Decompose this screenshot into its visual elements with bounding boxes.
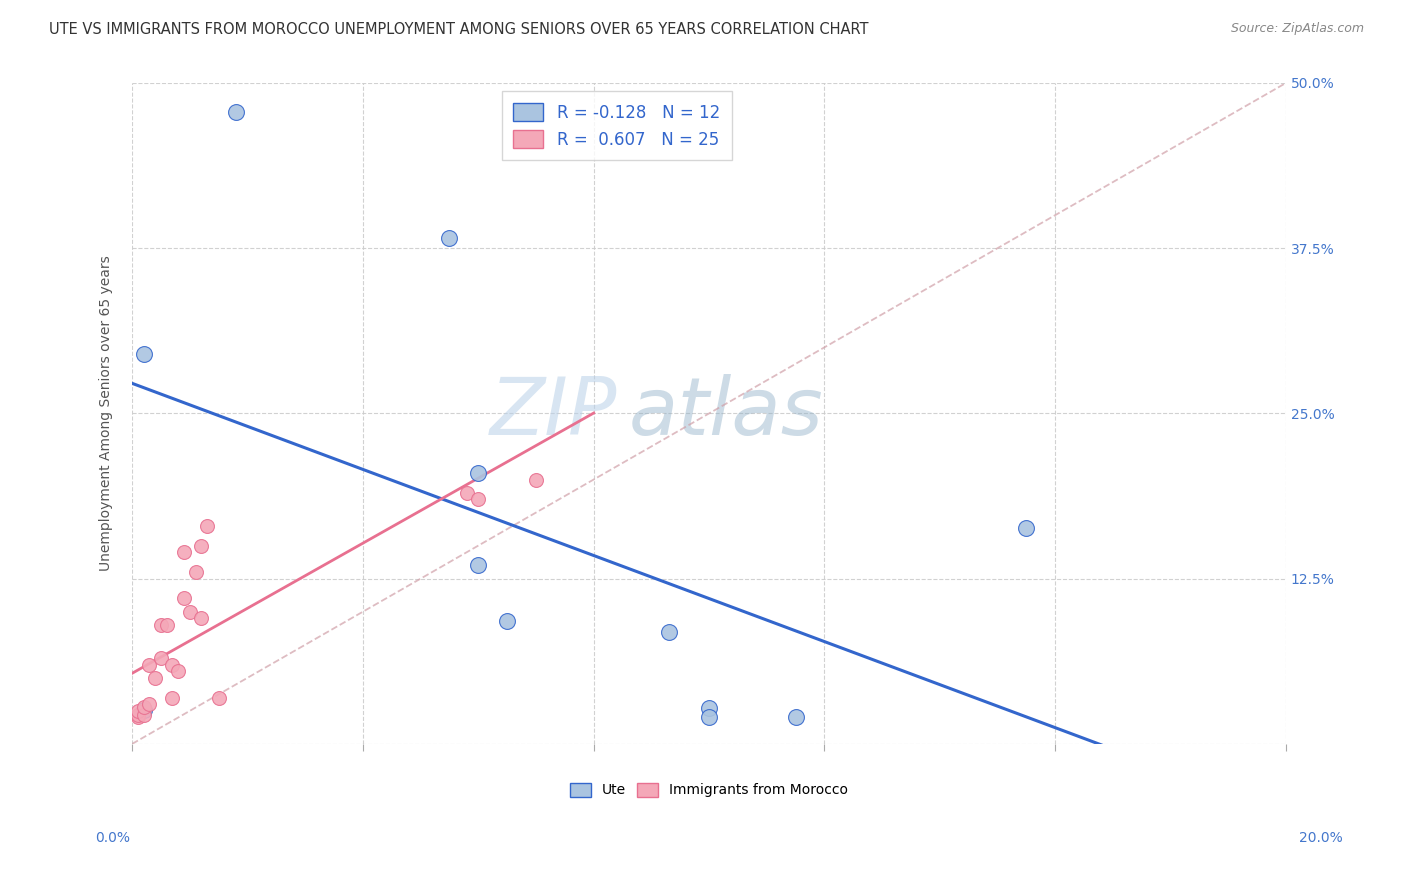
Point [162, 690, 184, 705]
Point [132, 699, 155, 714]
Point [184, 565, 207, 579]
Point [439, 230, 461, 244]
Text: 20.0%: 20.0% [1299, 831, 1343, 846]
Text: UTE VS IMMIGRANTS FROM MOROCCO UNEMPLOYMENT AMONG SENIORS OVER 65 YEARS CORRELAT: UTE VS IMMIGRANTS FROM MOROCCO UNEMPLOYM… [49, 22, 869, 37]
Point [143, 671, 166, 685]
Point [190, 611, 212, 625]
Point [456, 485, 478, 500]
Point [127, 707, 149, 722]
Point [162, 657, 184, 672]
Point [658, 624, 681, 639]
Point [132, 702, 155, 716]
Point [132, 707, 155, 722]
Text: Source: ZipAtlas.com: Source: ZipAtlas.com [1230, 22, 1364, 36]
Point [524, 473, 547, 487]
Point [127, 704, 149, 718]
Point [179, 605, 201, 619]
Point [225, 105, 247, 120]
Point [467, 466, 489, 480]
Point [138, 657, 160, 672]
Point [127, 710, 149, 724]
Point [149, 651, 172, 665]
Point [156, 618, 179, 632]
Legend: Ute, Immigrants from Morocco: Ute, Immigrants from Morocco [564, 777, 853, 803]
Point [697, 710, 720, 724]
Point [697, 701, 720, 715]
Point [138, 698, 160, 712]
Text: ZIP: ZIP [489, 375, 617, 452]
Point [785, 710, 807, 724]
Point [149, 618, 172, 632]
Point [195, 518, 218, 533]
Point [132, 347, 155, 361]
Point [167, 664, 190, 678]
Point [173, 545, 195, 559]
Point [173, 591, 195, 606]
Point [467, 558, 489, 573]
Point [190, 539, 212, 553]
Point [208, 690, 231, 705]
Point [1015, 521, 1038, 535]
Text: atlas: atlas [628, 375, 823, 452]
Text: 0.0%: 0.0% [96, 831, 131, 846]
Point [467, 492, 489, 507]
Point [496, 614, 519, 628]
Y-axis label: Unemployment Among Seniors over 65 years: Unemployment Among Seniors over 65 years [100, 255, 114, 571]
